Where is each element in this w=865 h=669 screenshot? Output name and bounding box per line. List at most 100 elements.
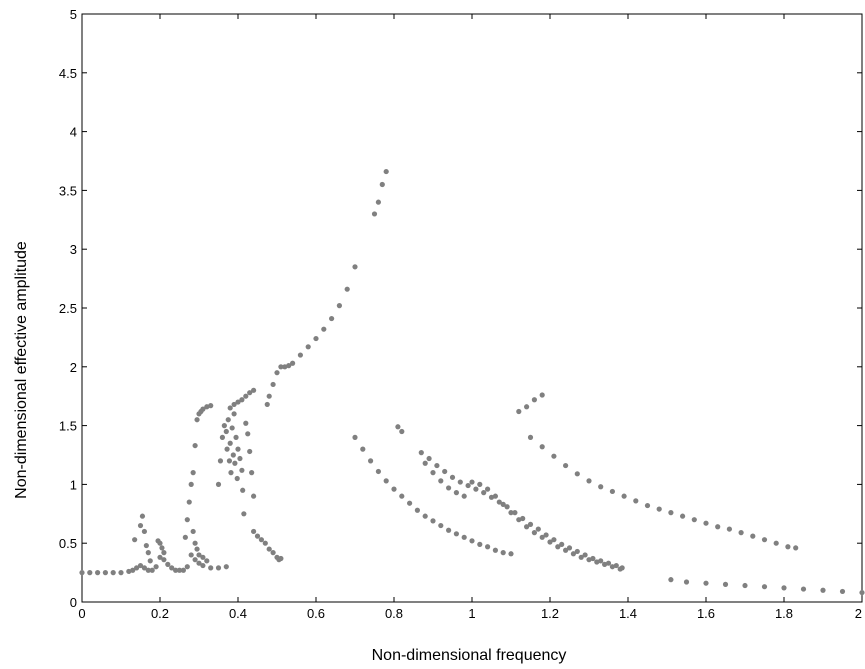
x-tick-label: 1.8 [775,606,793,621]
data-point [422,460,428,466]
data-point [383,168,389,175]
x-tick-label: 2 [855,606,862,621]
data-point [430,518,436,524]
data-point [186,499,192,505]
data-point [228,470,234,476]
data-point [137,522,144,529]
data-point [208,403,214,409]
x-tick-label: 1.2 [541,606,559,621]
data-point [126,568,132,575]
data-point [722,581,729,587]
data-point [215,565,222,571]
y-axis-title: Non-dimensional effective amplitude [13,241,30,499]
data-point [820,587,826,593]
data-point [477,481,483,487]
data-point [446,527,452,533]
data-point [208,565,214,571]
data-point [586,478,592,484]
data-point [239,467,245,473]
y-tick-label: 3 [70,242,77,257]
data-point [266,546,272,552]
data-point [141,528,147,535]
data-point [516,408,522,415]
data-point [535,526,541,532]
x-axis-ticks: 0 0.2 0.4 0.6 0.8 1 1.2 1.4 1.6 1.8 2 [78,14,863,621]
data-point [237,455,243,462]
data-point [559,541,565,547]
data-point [512,510,518,516]
data-point [504,504,510,510]
y-tick-label: 2 [70,360,77,375]
data-point [563,462,569,469]
data-point [524,524,530,530]
data-point [668,577,674,583]
data-point [578,554,584,560]
data-point [145,550,151,556]
data-point [839,588,846,595]
data-point [221,423,227,429]
data-point [240,487,246,493]
data-point [227,405,233,411]
data-point [574,471,580,477]
data-point [508,551,514,557]
data-point [134,565,140,571]
data-point [176,567,183,573]
data-point [500,501,506,507]
data-point [262,540,268,546]
data-point [644,502,651,509]
data-point [680,513,686,519]
data-point [617,566,623,572]
data-point [188,552,194,558]
data-point [251,528,257,535]
plot-area [81,13,863,603]
data-point [407,500,413,506]
data-point [95,570,101,576]
data-point [508,510,514,516]
data-point [274,370,280,376]
data-point [438,478,444,484]
data-point [609,488,616,495]
data-point [159,545,165,551]
data-point [276,557,282,563]
data-point [278,364,284,370]
data-point [329,315,335,322]
data-point [582,552,588,558]
data-point [200,562,206,569]
data-point [785,544,791,550]
data-point [442,468,448,475]
data-point [233,434,239,440]
data-point [551,537,557,543]
data-point [485,544,491,550]
data-point [219,434,225,440]
data-point [457,479,463,485]
x-tick-label: 0.4 [229,606,247,621]
data-point [703,520,709,526]
data-point [477,541,483,547]
data-point [360,446,366,452]
data-point [231,401,237,408]
data-point [194,417,200,423]
data-point [773,540,779,546]
data-point [344,286,350,292]
data-point [227,440,233,446]
data-point [192,557,198,563]
data-point [139,513,146,519]
data-point [516,517,522,523]
data-point [190,528,196,535]
data-point [547,539,553,545]
data-point [800,586,807,592]
data-point [241,511,247,517]
y-tick-label: 0.5 [59,536,77,551]
data-point [399,493,405,499]
y-tick-label: 2.5 [59,301,77,316]
x-tick-label: 0.6 [307,606,325,621]
data-point [469,538,475,544]
data-point [215,481,222,487]
data-point [738,530,744,536]
data-point [609,564,616,570]
data-point [473,486,479,492]
data-point [414,507,420,513]
data-point [481,490,487,496]
data-point [539,534,545,540]
